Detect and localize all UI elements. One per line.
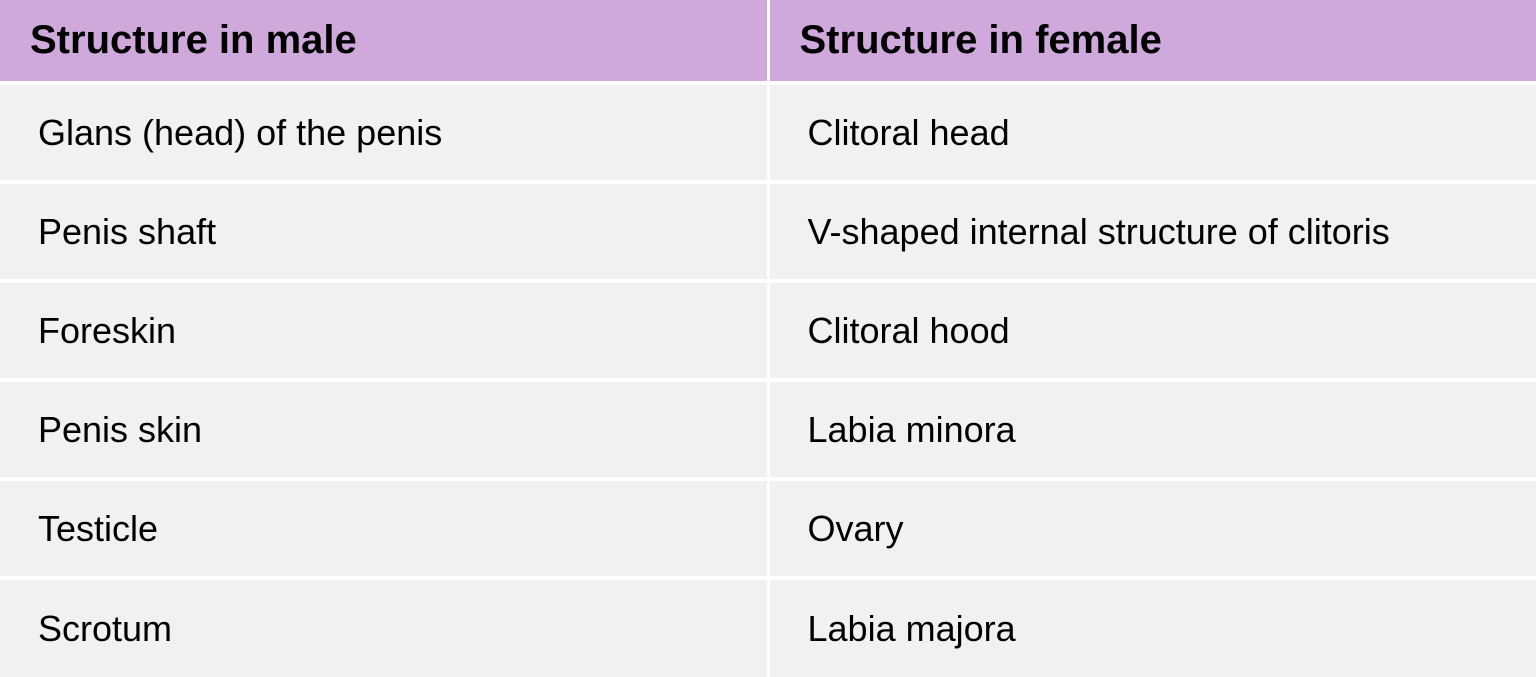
homologous-structures-table: Structure in male Structure in female Gl…: [0, 0, 1536, 677]
table-row: Glans (head) of the penis Clitoral head: [0, 83, 1536, 182]
table-cell: Labia minora: [768, 380, 1536, 479]
table-cell: Penis shaft: [0, 182, 768, 281]
cell-text: V-shaped internal structure of clitoris: [808, 211, 1390, 252]
table-row: Penis shaft V-shaped internal structure …: [0, 182, 1536, 281]
cell-text: Clitoral head: [808, 112, 1010, 153]
table-cell: Labia majora: [768, 578, 1536, 677]
cell-text: Penis skin: [38, 409, 202, 450]
cell-text: Foreskin: [38, 310, 176, 351]
cell-text: Labia majora: [808, 608, 1016, 649]
table-cell: Glans (head) of the penis: [0, 83, 768, 182]
table-cell: Ovary: [768, 479, 1536, 578]
cell-text: Labia minora: [808, 409, 1016, 450]
cell-text: Penis shaft: [38, 211, 216, 252]
column-header-female: Structure in female: [768, 0, 1536, 83]
table-cell: Clitoral hood: [768, 281, 1536, 380]
cell-text: Ovary: [808, 508, 904, 549]
cell-text: Glans (head) of the penis: [38, 112, 442, 153]
table-header-row: Structure in male Structure in female: [0, 0, 1536, 83]
column-header-label: Structure in female: [800, 18, 1162, 62]
table-row: Testicle Ovary: [0, 479, 1536, 578]
table-cell: Testicle: [0, 479, 768, 578]
table-row: Penis skin Labia minora: [0, 380, 1536, 479]
column-header-male: Structure in male: [0, 0, 768, 83]
table-body: Glans (head) of the penis Clitoral head …: [0, 83, 1536, 677]
table-cell: V-shaped internal structure of clitoris: [768, 182, 1536, 281]
table-row: Scrotum Labia majora: [0, 578, 1536, 677]
column-header-label: Structure in male: [30, 18, 357, 62]
table-cell: Scrotum: [0, 578, 768, 677]
cell-text: Scrotum: [38, 608, 172, 649]
cell-text: Clitoral hood: [808, 310, 1010, 351]
table-cell: Foreskin: [0, 281, 768, 380]
table-cell: Penis skin: [0, 380, 768, 479]
cell-text: Testicle: [38, 508, 158, 549]
table-cell: Clitoral head: [768, 83, 1536, 182]
table-row: Foreskin Clitoral hood: [0, 281, 1536, 380]
